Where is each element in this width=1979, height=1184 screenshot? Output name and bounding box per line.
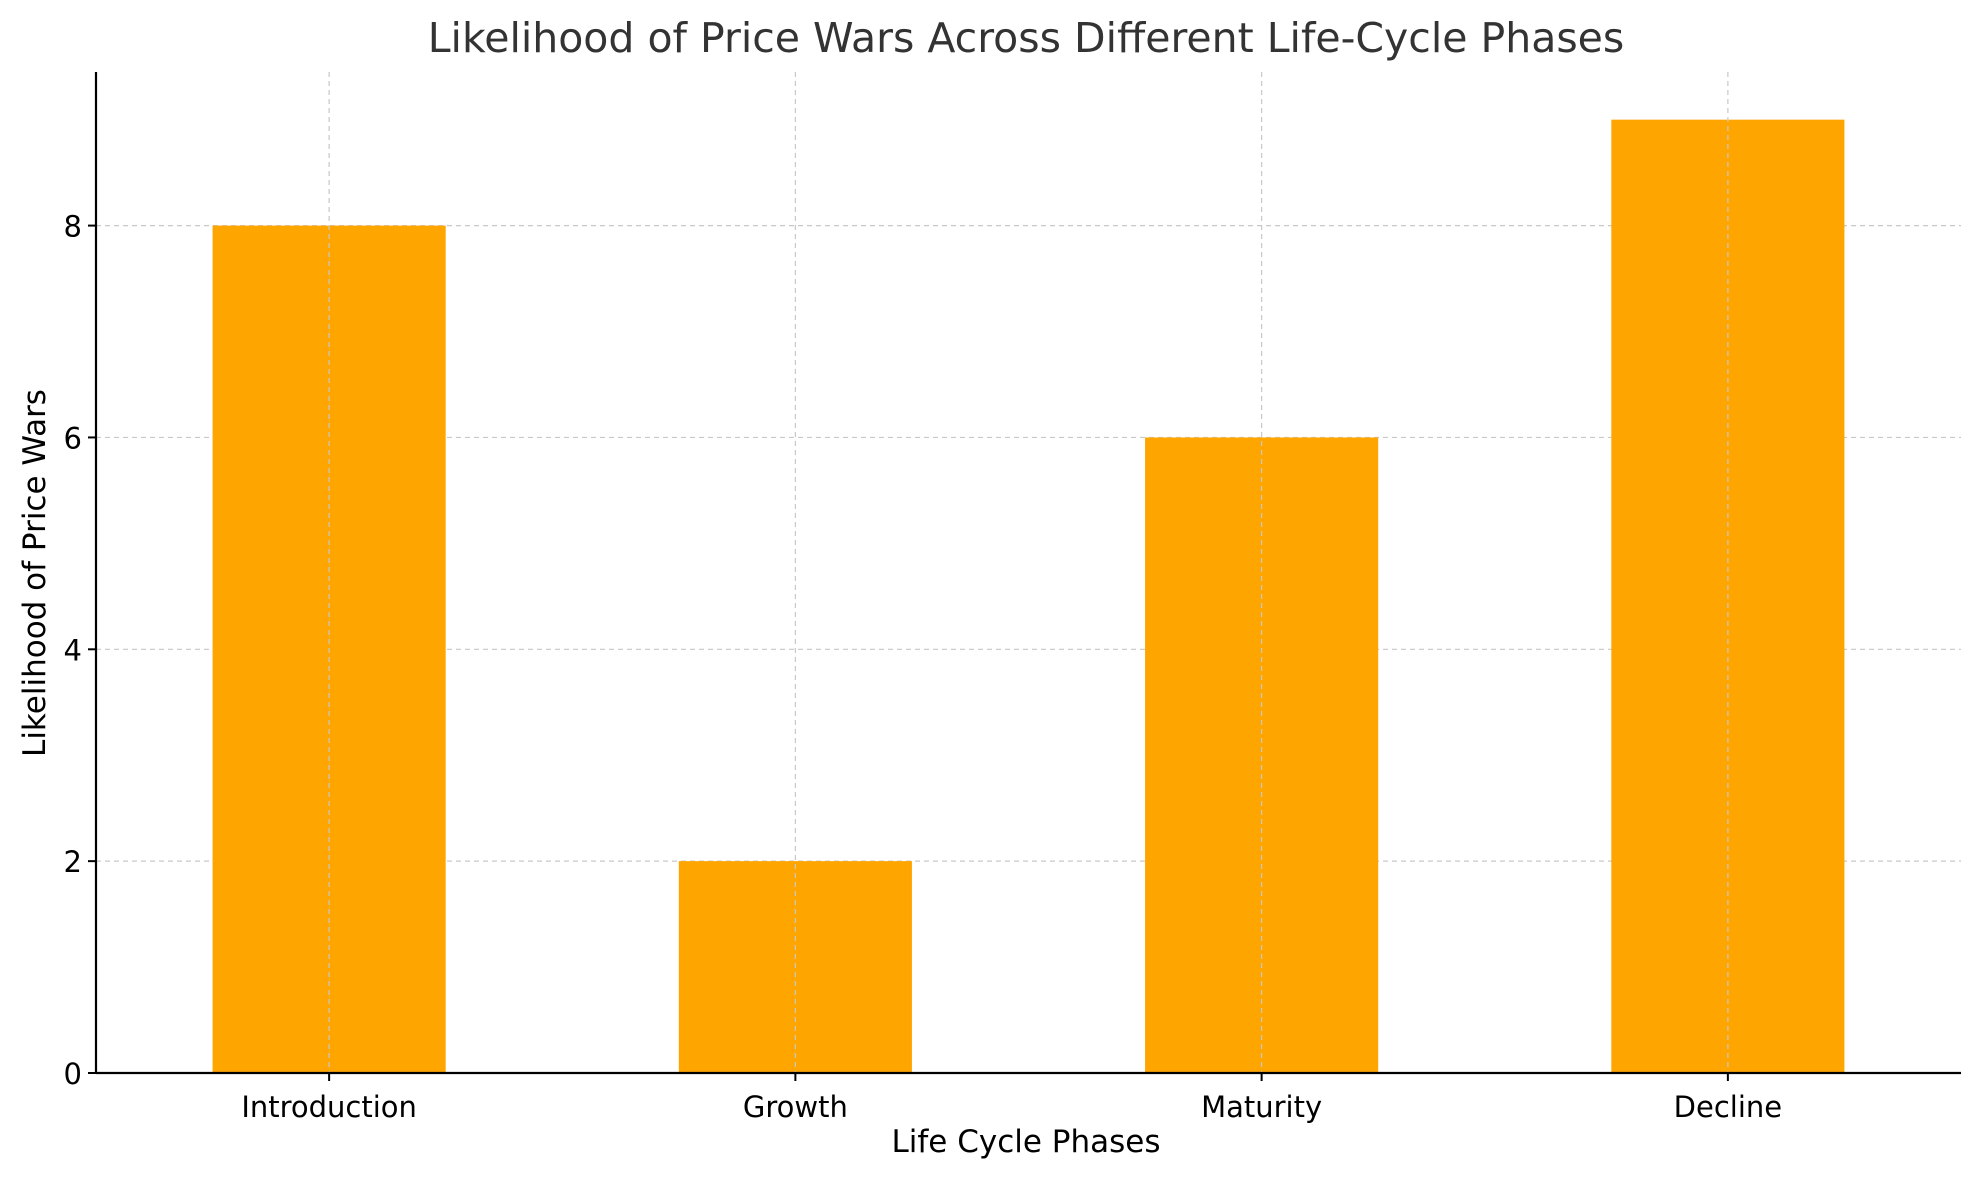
x-axis-label: Life Cycle Phases: [891, 1124, 1160, 1160]
tick-layer: 0 2 4 6 8 Introduction Growth Maturity Decline: [64, 210, 1783, 1124]
x-tick-label: Growth: [743, 1090, 848, 1124]
y-tick-label: 6: [64, 421, 82, 455]
x-tick-label: Decline: [1674, 1090, 1782, 1124]
y-tick-label: 0: [64, 1057, 82, 1091]
chart-title: Likelihood of Price Wars Across Differen…: [428, 14, 1625, 62]
axis-layer: [94, 72, 1961, 1075]
y-tick-label: 4: [64, 633, 82, 667]
y-tick-label: 8: [64, 210, 82, 244]
bar-layer: [212, 119, 1845, 1073]
y-axis-label: Likelihood of Price Wars: [17, 389, 53, 757]
y-tick-label: 2: [64, 845, 82, 879]
x-tick-label: Introduction: [241, 1090, 417, 1124]
x-tick-label: Maturity: [1201, 1090, 1322, 1124]
